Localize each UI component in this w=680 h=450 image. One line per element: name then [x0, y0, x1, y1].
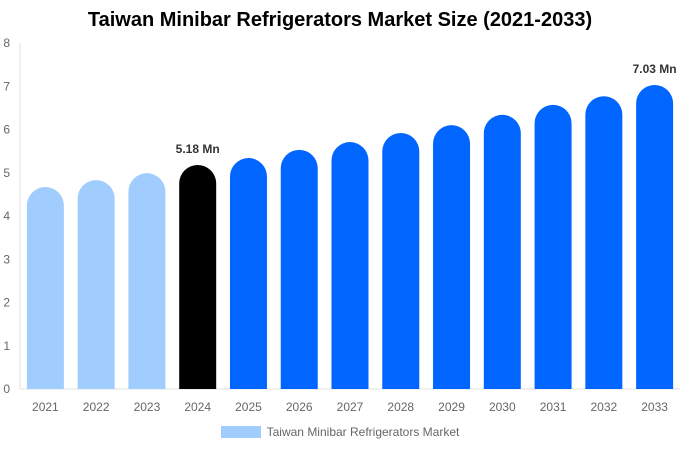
bar-2032 — [585, 96, 623, 389]
x-tick-label: 2025 — [235, 400, 262, 414]
bar-2028 — [382, 132, 420, 389]
x-tick-label: 2022 — [83, 400, 110, 414]
data-label: 5.18 Mn — [176, 142, 220, 156]
y-tick-label: 5 — [3, 166, 10, 180]
y-tick-label: 4 — [3, 209, 10, 223]
y-tick-label: 6 — [3, 123, 10, 137]
bar-2030 — [483, 114, 521, 389]
x-tick-label: 2031 — [540, 400, 567, 414]
legend-swatch — [220, 426, 261, 438]
x-tick-label: 2023 — [134, 400, 161, 414]
data-label: 7.03 Mn — [633, 62, 677, 76]
y-tick-label: 0 — [3, 382, 10, 396]
x-tick-label: 2033 — [641, 400, 668, 414]
x-tick-label: 2026 — [286, 400, 313, 414]
y-tick-label: 1 — [3, 339, 10, 353]
legend[interactable]: Taiwan Minibar Refrigerators Market — [0, 425, 680, 439]
bar-2025 — [229, 158, 267, 389]
x-tick-label: 2029 — [438, 400, 465, 414]
bar-2033 — [636, 84, 674, 389]
x-tick-label: 2030 — [489, 400, 516, 414]
bar-2023 — [128, 173, 166, 389]
x-tick-label: 2032 — [590, 400, 617, 414]
y-tick-label: 2 — [3, 296, 10, 310]
bar-2027 — [331, 142, 369, 389]
y-tick-label: 3 — [3, 252, 10, 266]
x-tick-label: 2024 — [184, 400, 211, 414]
x-tick-label: 2028 — [387, 400, 414, 414]
x-tick-label: 2027 — [337, 400, 364, 414]
bar-2031 — [534, 104, 572, 389]
bar-2022 — [77, 180, 115, 389]
chart-title: Taiwan Minibar Refrigerators Market Size… — [87, 9, 593, 31]
bar-2024 — [179, 164, 217, 389]
y-tick-label: 7 — [3, 79, 10, 93]
bar-2026 — [280, 149, 318, 389]
bar-2029 — [433, 125, 471, 389]
x-tick-label: 2021 — [32, 400, 59, 414]
legend-label: Taiwan Minibar Refrigerators Market — [266, 425, 460, 439]
bar-2021 — [26, 187, 64, 389]
y-tick-label: 8 — [3, 36, 10, 50]
